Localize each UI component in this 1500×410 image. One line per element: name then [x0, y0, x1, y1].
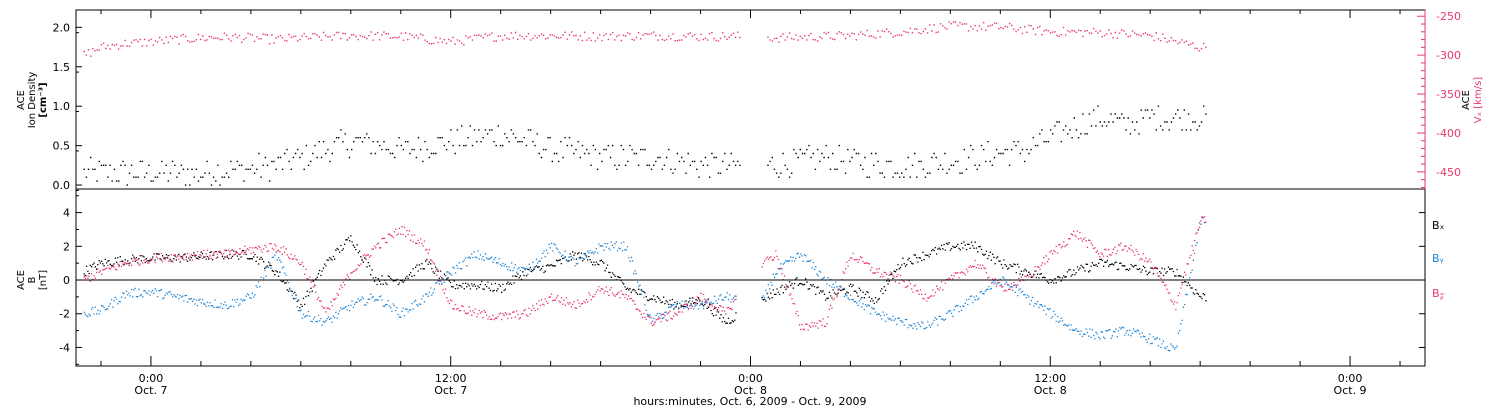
legend-by: Bᵧ — [1432, 252, 1444, 265]
xtick-label-time-1: 12:00 — [435, 372, 467, 385]
top-y2label-line2: Vₓ [km/s] — [1473, 77, 1484, 123]
xtick-label-time-2: 0:00 — [738, 372, 763, 385]
axes-layer: 0.0 0.5 1.0 1.5 2.0 -250 -300 -350 -400 -450 -4 -2 0… — [53, 10, 1461, 397]
top-y2tick-label-2: -350 — [1436, 88, 1461, 101]
bottom-series-by-marks — [83, 217, 1207, 352]
bottom-ylabel-line1: ACE — [16, 270, 27, 290]
top-y2tick-label-1: -300 — [1436, 49, 1461, 62]
bottom-panel-points — [83, 216, 1207, 352]
top-panel-points — [83, 21, 1207, 186]
top-ytick-label-2: 1.0 — [53, 100, 71, 113]
top-ytick-label-0: 0.0 — [53, 179, 71, 192]
top-series-0 — [83, 105, 1207, 186]
xtick-label-date-3: Oct. 8 — [1034, 384, 1067, 397]
top-y2tick-label-3: -400 — [1436, 127, 1461, 140]
x-axis-title: hours:minutes, Oct. 6, 2009 - Oct. 9, 20… — [633, 395, 866, 408]
bottom-ytick-label-3: 2 — [63, 240, 70, 253]
top-series-1-marks — [83, 21, 1207, 57]
bottom-ylabel-line3: [nT] — [38, 270, 49, 290]
top-ylabel-line3: [cm⁻³] — [38, 82, 49, 117]
xtick-label-date-1: Oct. 7 — [434, 384, 467, 397]
top-y2tick-label-4: -450 — [1436, 166, 1461, 179]
xtick-label-time-4: 0:00 — [1338, 372, 1363, 385]
top-series-0-marks — [83, 105, 1207, 186]
xtick-label-date-4: Oct. 9 — [1334, 384, 1367, 397]
bottom-ytick-label-0: -4 — [59, 341, 70, 354]
top-ylabel-line2: Ion Density — [27, 72, 38, 129]
top-ytick-label-3: 1.5 — [53, 61, 71, 74]
xtick-label-date-2: Oct. 8 — [734, 384, 767, 397]
top-ytick-label-1: 0.5 — [53, 140, 71, 153]
xtick-label-time-3: 12:00 — [1034, 372, 1066, 385]
bottom-ytick-label-1: -2 — [59, 308, 70, 321]
legend-bz: B𝓏 — [1432, 287, 1445, 300]
xtick-label-time-0: 0:00 — [139, 372, 164, 385]
legend-bx: Bₓ — [1432, 219, 1445, 232]
top-ylabel-line1: ACE — [16, 90, 27, 110]
bottom-panel-frame — [75, 188, 1426, 367]
xtick-label-date-0: Oct. 7 — [134, 384, 167, 397]
top-ytick-label-4: 2.0 — [53, 21, 71, 34]
top-y2label-line1: ACE — [1461, 90, 1472, 110]
top-series-1 — [83, 21, 1207, 57]
top-y2tick-label-0: -250 — [1436, 10, 1461, 23]
bottom-ylabel-line2: B — [27, 276, 38, 283]
bottom-series-bz — [83, 216, 1207, 331]
bottom-ytick-label-4: 4 — [63, 207, 70, 220]
bottom-series-by — [83, 217, 1207, 352]
bottom-series-bz-marks — [83, 216, 1207, 331]
bottom-ytick-label-2: 0 — [63, 274, 70, 287]
